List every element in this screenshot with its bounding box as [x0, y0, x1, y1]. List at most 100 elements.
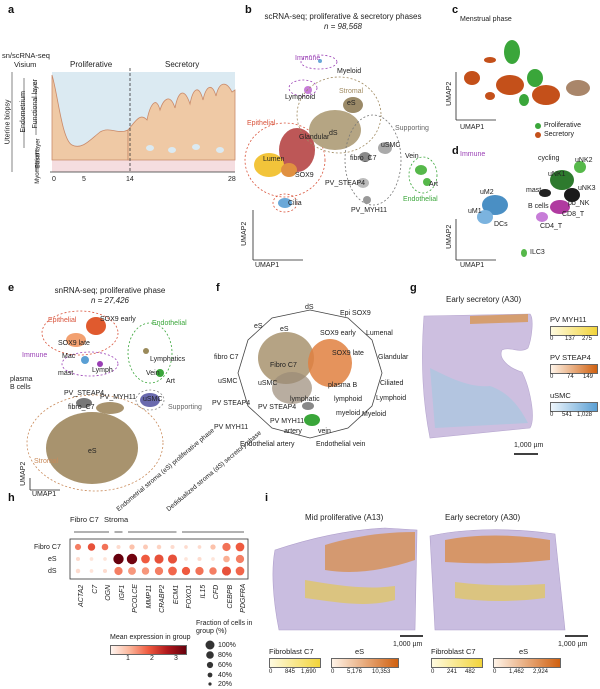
dotplot-dot: [129, 544, 135, 550]
f-i2: SOX9 late: [332, 350, 364, 357]
b-myeloid: Myeloid: [337, 68, 362, 75]
e-lymph: Lymph: [92, 367, 113, 374]
f-i5: PV STEAP4: [258, 404, 297, 411]
d-mast: mast: [526, 187, 542, 194]
rot-endometrium: Endometrium: [19, 91, 27, 133]
g-bar1-name: PV STEAP4: [550, 353, 591, 362]
f-i1: SOX9 early: [320, 330, 356, 337]
g-bar0-t1: 137: [565, 336, 576, 342]
panel-h: h Fibro C7 Stroma Endometrial stroma (eS…: [0, 427, 265, 689]
dotplot-dot: [235, 554, 245, 564]
dotplot-dot: [156, 544, 162, 550]
c-yaxis: UMAP2: [446, 81, 454, 106]
phase-proliferative-label: Proliferative: [70, 60, 113, 69]
b-pv-myh11: PV_MYH11: [351, 207, 388, 214]
rot-uterine: Uterine biopsy: [4, 99, 12, 145]
b-vein: Vein: [405, 153, 419, 160]
f-l13: eS: [254, 323, 263, 330]
g-bar1-t0: 0: [550, 374, 554, 380]
g-bar2-name: uSMC: [550, 391, 571, 400]
menstrual-cycle-diagram: [11, 68, 236, 173]
panel-b-n: n = 98,568: [323, 22, 363, 31]
dotplot-dot: [211, 557, 215, 561]
d-xaxis: UMAP1: [460, 262, 485, 269]
b-es: eS: [347, 100, 356, 107]
b-sox9: SOX9: [295, 172, 314, 179]
d-pbnk: pb_NK: [568, 200, 590, 207]
e-mast: mast: [58, 370, 74, 377]
dotplot-dot: [221, 566, 232, 576]
f-l10: PV STEAP4: [212, 400, 251, 407]
panel-a: a sn/scRNA-seq Visium Proliferative Secr…: [0, 0, 245, 205]
dotplot-dot: [168, 566, 177, 576]
b-yaxis: UMAP2: [241, 221, 249, 246]
g-bar1-t1: 74: [567, 374, 574, 380]
i-bar1-t1: 5,176: [347, 669, 363, 675]
d-cd4: CD4_T: [540, 223, 563, 230]
h-legend-s3: 40%: [218, 672, 233, 679]
d-unk3: uNK3: [578, 185, 596, 192]
d-bcells: B cells: [528, 203, 549, 210]
panel-letter: a: [8, 4, 15, 16]
rot-myometrium: Myometrium: [35, 150, 42, 184]
b-lymphoid: Lymphoid: [285, 94, 316, 101]
dotplot-dot: [197, 545, 202, 549]
e-yaxis: UMAP2: [20, 461, 28, 486]
panel-e-title: snRNA-seq; proliferative phase: [54, 286, 166, 295]
e-epithelial: Epithelial: [48, 317, 77, 324]
f-l12: fibro C7: [214, 354, 239, 361]
dotplot-dot: [116, 544, 121, 550]
panel-g-title: Early secretory (A30): [446, 295, 522, 304]
g-bar2: [550, 402, 598, 412]
e-art: Art: [166, 378, 175, 385]
g-bar1: [550, 364, 598, 374]
dotplot-dot: [184, 545, 188, 549]
dotplot-dot: [181, 566, 191, 576]
h-row1: eS: [48, 556, 57, 563]
dotplot-dot: [222, 542, 231, 552]
b-endothelial: Endothelial: [403, 196, 438, 203]
e-stromal: Stromal: [34, 458, 59, 465]
i-bar0-t0: 0: [269, 669, 273, 675]
d-yaxis: UMAP2: [446, 224, 454, 249]
c-legend-prolif: Proliferative: [544, 122, 581, 129]
h-row0: Fibro C7: [34, 544, 61, 551]
tick-0: 0: [52, 176, 56, 183]
i-bar1-t0: 0: [331, 669, 335, 675]
b-cilia: Cilia: [288, 200, 302, 207]
f-l9: PV MYH11: [214, 424, 249, 431]
b-ds: dS: [329, 130, 338, 137]
panel-c-umap: [455, 40, 590, 138]
d-unk1: uNK1: [548, 171, 566, 178]
i-bar3-t1: 1,462: [509, 669, 525, 675]
i-bar2-name: Fibroblast C7: [431, 647, 476, 656]
d-cd8: CD8_T: [562, 211, 585, 218]
dotplot-dot: [141, 567, 150, 575]
g-scalebar: 1,000 µm: [514, 442, 544, 449]
dotplot-dot: [154, 554, 164, 564]
dotplot-dot: [128, 567, 136, 575]
e-es: eS: [88, 448, 97, 455]
e-sox9early: SOX9 early: [100, 316, 136, 323]
h-legend-color-title: Mean expression in group: [110, 634, 191, 641]
phase-secretory-label: Secretory: [165, 60, 200, 69]
h-legend-c2: 2: [150, 655, 154, 662]
e-lymphatics: Lymphatics: [150, 356, 186, 363]
dotplot-frame: [69, 538, 249, 580]
dotplot-dot: [89, 569, 94, 573]
e-supporting: Supporting: [168, 404, 202, 411]
h-legend-size-title: Fraction of cells in group (%): [196, 620, 253, 635]
dotplot-dot: [75, 568, 81, 574]
col-visium-label: Visium: [14, 60, 37, 69]
f-l6: Myeloid: [362, 411, 387, 418]
panel-d: d Immune cycling uNK2 uNK1 uNK3 mast pb_…: [446, 145, 600, 270]
h-legend-s4: 20%: [218, 681, 233, 688]
panel-d-umap: [455, 161, 586, 261]
panel-letter: d: [452, 145, 459, 157]
f-i0: eS: [280, 326, 289, 333]
e-immune: Immune: [22, 352, 48, 359]
dotplot-dot: [114, 566, 123, 576]
dotplot-dot: [235, 566, 245, 576]
rot-functional: Functional layer: [31, 79, 39, 129]
f-l3: Glandular: [378, 354, 409, 361]
